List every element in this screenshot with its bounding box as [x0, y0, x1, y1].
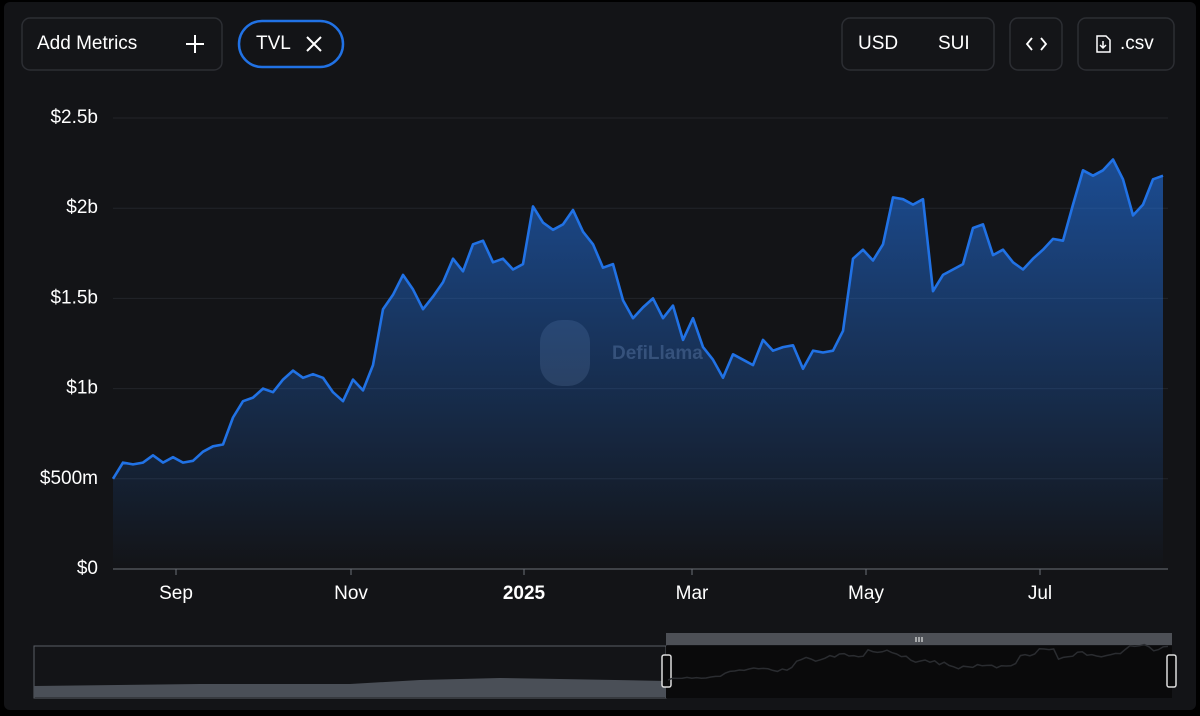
metric-name: TVL [256, 33, 291, 54]
x-tick-label: Sep [159, 583, 193, 604]
brush-handle[interactable] [1166, 654, 1177, 688]
y-tick-label: $2b [66, 197, 98, 218]
brush-handle[interactable] [661, 654, 672, 688]
add-metrics-button[interactable] [21, 17, 223, 71]
x-tick-label: 2025 [503, 583, 546, 604]
currency-option[interactable]: SUI [938, 33, 970, 54]
y-tick-label: $2.5b [50, 107, 98, 128]
series-line [111, 158, 1164, 480]
y-tick-label: $500m [40, 468, 98, 489]
currency-option[interactable]: USD [858, 33, 898, 54]
code-icon [1025, 37, 1048, 51]
brush-history [34, 678, 666, 697]
embed-button[interactable] [1009, 17, 1063, 71]
plus-icon [186, 35, 204, 53]
currency-toggle [841, 17, 995, 71]
download-icon [1096, 35, 1111, 53]
close-icon[interactable] [306, 36, 322, 52]
y-tick-label: $0 [77, 558, 98, 579]
y-tick-label: $1.5b [50, 287, 98, 308]
csv-button[interactable] [1077, 17, 1175, 71]
x-tick-label: Mar [676, 583, 709, 604]
add-metrics-label: Add Metrics [37, 33, 137, 54]
brush-selection[interactable] [666, 646, 1172, 698]
grip-icon [915, 637, 923, 642]
metric-pill[interactable] [237, 19, 345, 69]
plot-area: DefiLlama$0$500m$1b$1.5b$2b$2.5bSepNov20… [40, 107, 1168, 604]
y-tick-label: $1b [66, 378, 98, 399]
area-fill [113, 159, 1163, 569]
x-tick-label: Jul [1028, 583, 1052, 604]
csv-label: .csv [1120, 33, 1154, 54]
brush-line [667, 643, 1169, 681]
x-tick-label: Nov [334, 583, 368, 604]
x-tick-label: May [848, 583, 884, 604]
